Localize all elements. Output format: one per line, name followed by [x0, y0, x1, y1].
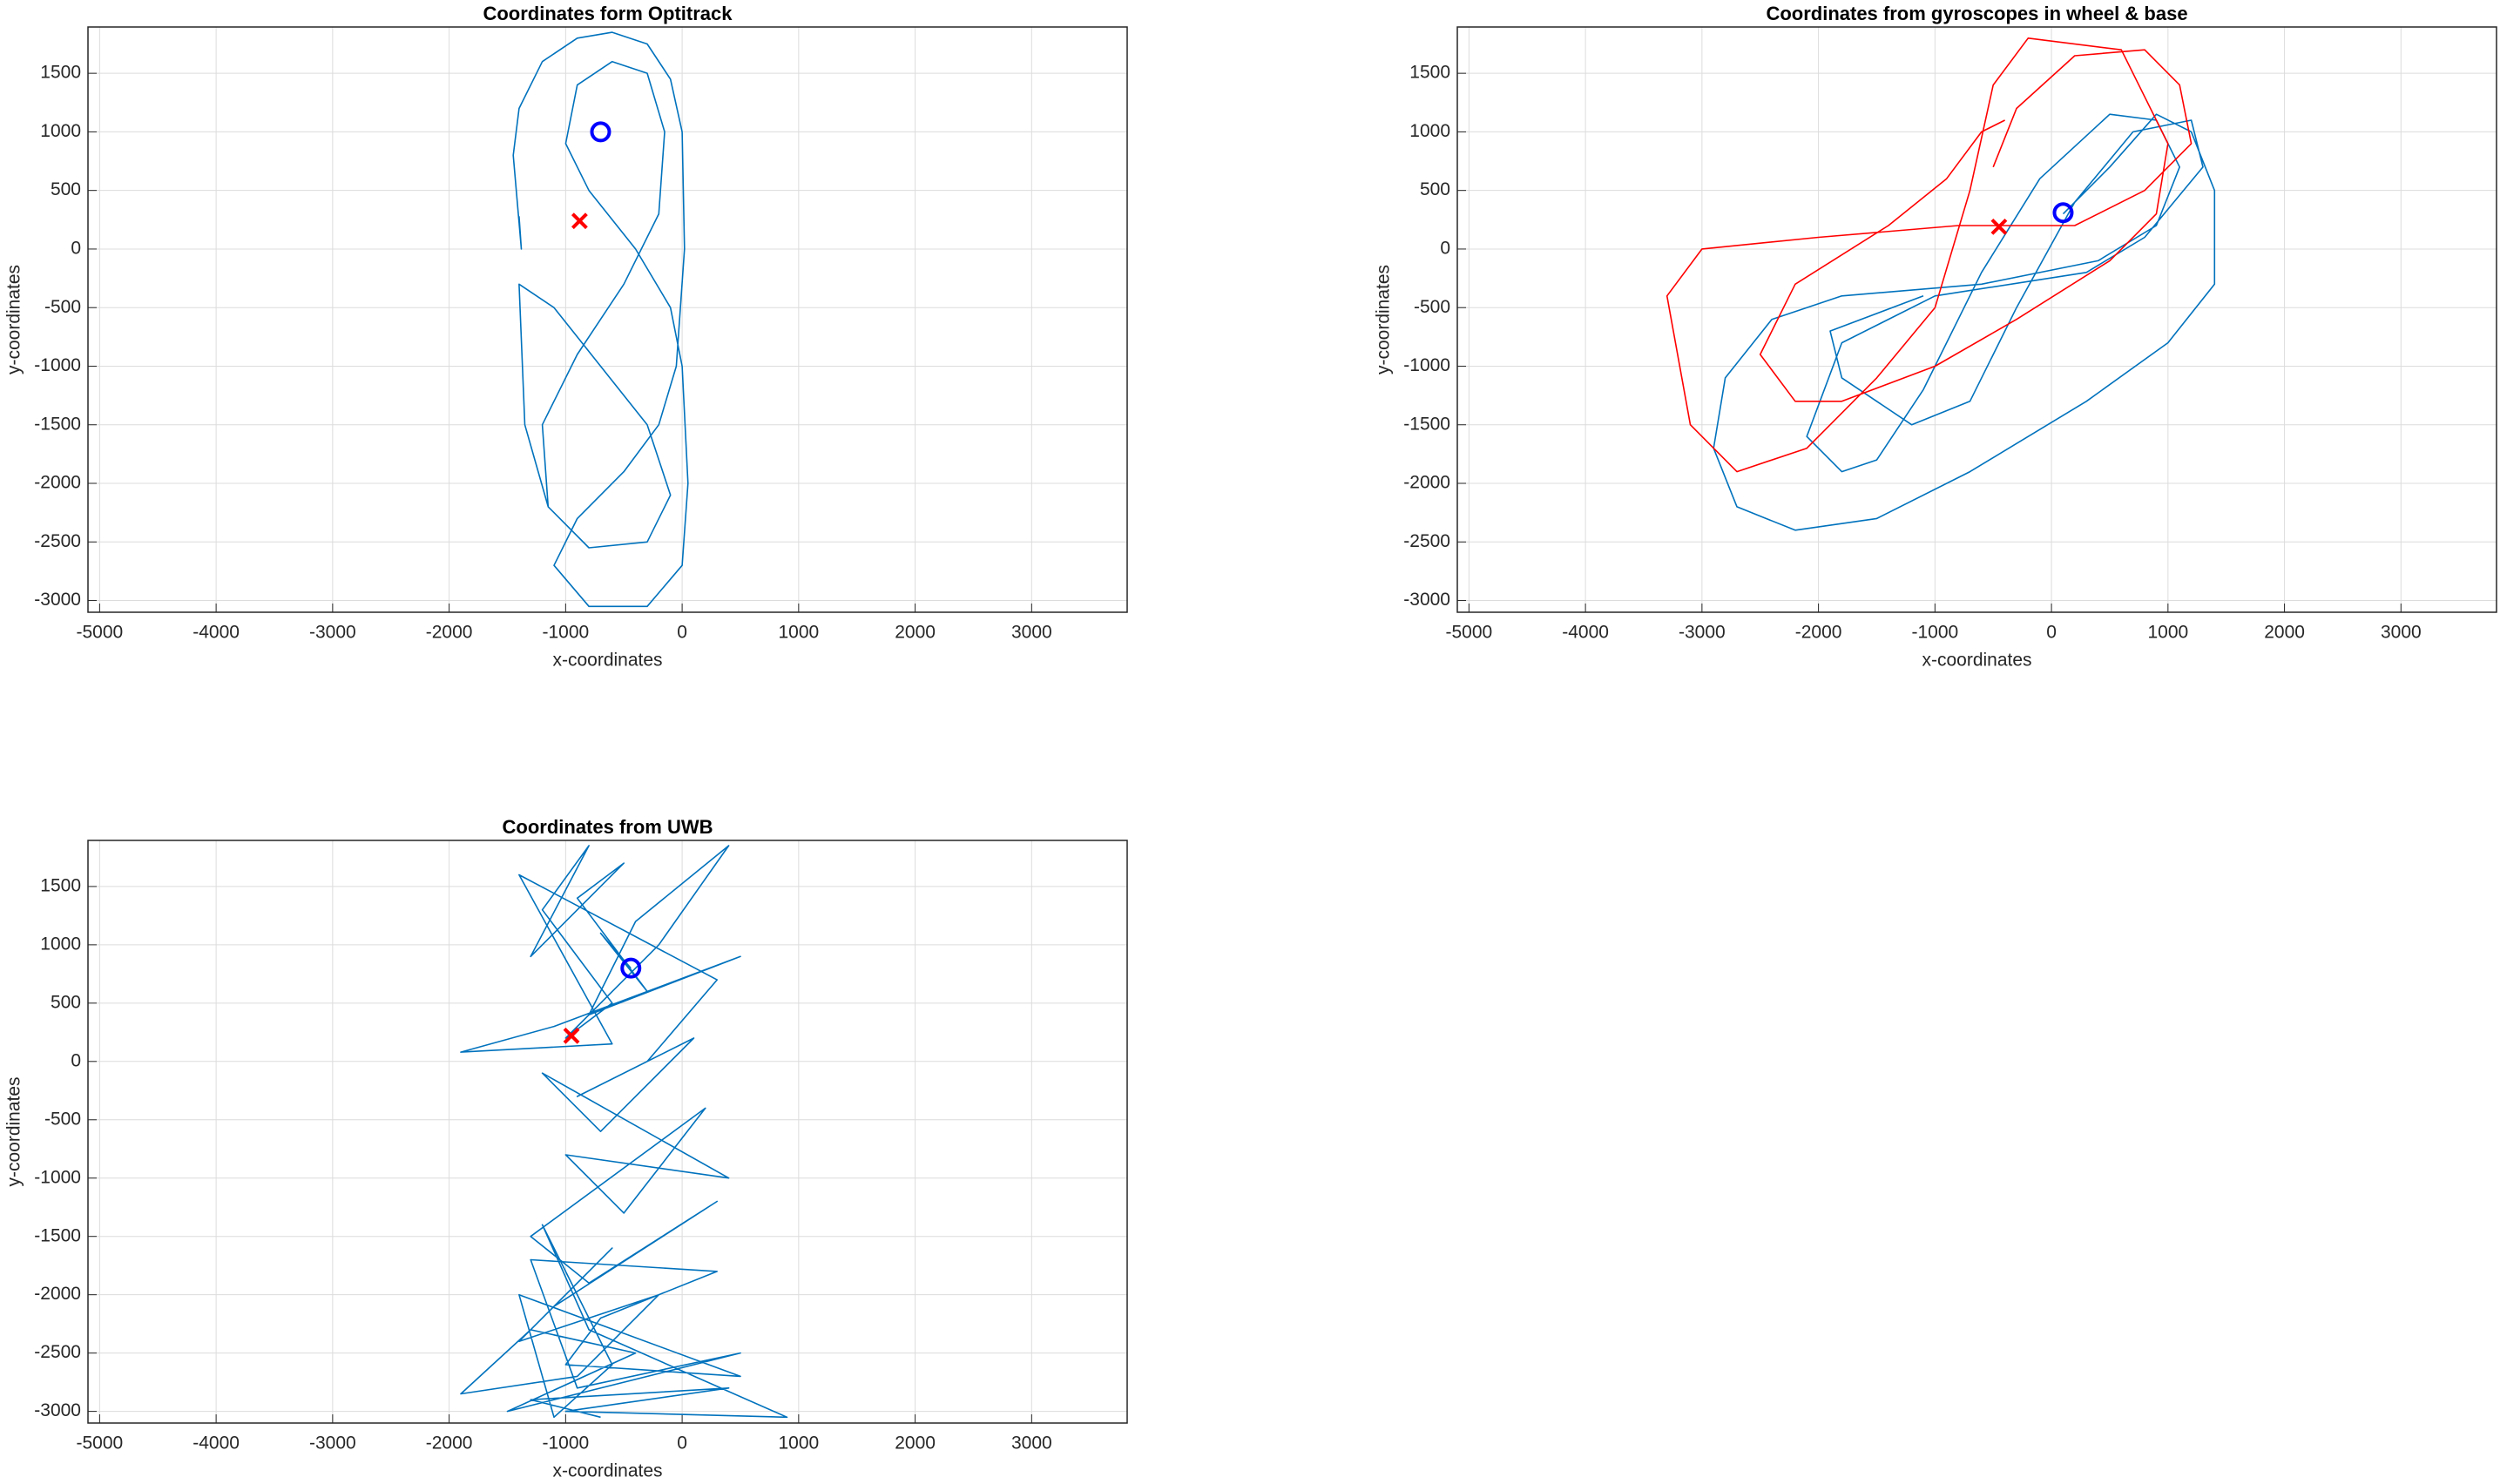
axes-frame	[87, 840, 1128, 1424]
x-tick-label: -5000	[77, 1433, 124, 1454]
trajectory-line	[512, 31, 689, 608]
trajectory-line	[460, 845, 788, 1419]
x-tick-label: 0	[677, 1433, 687, 1454]
y-tick-label: -2500	[34, 531, 81, 551]
x-tick-label: 1000	[2147, 623, 2188, 643]
y-tick-label: -500	[1414, 297, 1450, 317]
x-tick-label: -1000	[542, 1433, 589, 1454]
plot-area	[512, 31, 689, 608]
y-tick-label: -1500	[1403, 414, 1450, 434]
x-tick-label: -4000	[193, 1433, 240, 1454]
end-marker	[563, 1027, 580, 1044]
x-tick-label: -3000	[309, 623, 356, 643]
x-tick-label: 3000	[1011, 623, 1052, 643]
y-tick-label: -1000	[34, 355, 81, 375]
x-tick-label: -5000	[1446, 623, 1493, 643]
y-tick-label: -500	[44, 297, 81, 317]
y-tick-label: -2500	[34, 1342, 81, 1362]
y-tick-label: 1500	[40, 63, 81, 83]
x-tick-label: -3000	[1679, 623, 1726, 643]
x-tick-label: -2000	[426, 623, 473, 643]
x-axis-label: x-coordinates	[552, 651, 662, 671]
chart-title: Coordinates form Optitrack	[483, 3, 733, 24]
y-tick-label: 1500	[40, 875, 81, 895]
y-tick-label: 500	[51, 992, 81, 1012]
y-axis-label: y-coordinates	[4, 1076, 24, 1186]
x-tick-label: -3000	[309, 1433, 356, 1454]
y-tick-label: -2000	[1403, 473, 1450, 493]
y-tick-label: -1000	[34, 1167, 81, 1187]
chart-title: Coordinates from gyroscopes in wheel & b…	[1766, 3, 2187, 24]
x-tick-label: 0	[2046, 623, 2057, 643]
y-tick-label: 1000	[1409, 121, 1450, 141]
y-tick-label: 0	[71, 238, 81, 258]
x-tick-label: -5000	[77, 623, 124, 643]
trajectory-line	[1666, 37, 2193, 473]
start-marker	[590, 121, 611, 143]
axes-frame	[1456, 26, 2497, 613]
x-tick-label: -1000	[1911, 623, 1958, 643]
y-tick-label: 1000	[40, 934, 81, 954]
y-axis-label: y-coordinates	[4, 265, 24, 374]
axes-frame	[87, 26, 1128, 613]
x-tick-label: 2000	[2264, 623, 2305, 643]
y-tick-label: 500	[51, 179, 81, 199]
y-tick-label: 500	[1420, 179, 1450, 199]
x-tick-label: -2000	[426, 1433, 473, 1454]
start-marker	[620, 957, 642, 979]
x-tick-label: -4000	[1562, 623, 1609, 643]
y-tick-label: -500	[44, 1109, 81, 1129]
end-marker	[571, 212, 588, 230]
x-tick-label: 3000	[1011, 1433, 1052, 1454]
x-tick-label: -1000	[542, 623, 589, 643]
x-tick-label: 1000	[778, 1433, 819, 1454]
y-tick-label: -1500	[34, 1225, 81, 1245]
x-axis-label: x-coordinates	[552, 1461, 662, 1481]
y-tick-label: -3000	[1403, 590, 1450, 610]
plot-area	[460, 845, 788, 1419]
y-tick-label: -3000	[34, 590, 81, 610]
x-tick-label: 2000	[895, 1433, 936, 1454]
y-tick-label: -2000	[34, 473, 81, 493]
chart-title: Coordinates from UWB	[503, 816, 713, 838]
end-marker	[1990, 218, 2008, 235]
y-tick-label: -1000	[1403, 355, 1450, 375]
y-tick-label: -3000	[34, 1400, 81, 1420]
x-axis-label: x-coordinates	[1922, 651, 2031, 671]
y-tick-label: -2000	[34, 1284, 81, 1304]
x-tick-label: 3000	[2381, 623, 2422, 643]
y-tick-label: 0	[71, 1050, 81, 1070]
y-tick-label: 1000	[40, 121, 81, 141]
x-tick-label: 0	[677, 623, 687, 643]
start-marker	[2052, 202, 2074, 224]
x-tick-label: 2000	[895, 623, 936, 643]
x-tick-label: -4000	[193, 623, 240, 643]
y-axis-label: y-coordinates	[1374, 265, 1394, 374]
plot-area	[1666, 37, 2216, 531]
y-tick-label: -1500	[34, 414, 81, 434]
trajectory-line	[1713, 113, 2216, 531]
y-tick-label: 1500	[1409, 63, 1450, 83]
y-tick-label: -2500	[1403, 531, 1450, 551]
x-tick-label: -2000	[1795, 623, 1842, 643]
y-tick-label: 0	[1440, 238, 1450, 258]
x-tick-label: 1000	[778, 623, 819, 643]
